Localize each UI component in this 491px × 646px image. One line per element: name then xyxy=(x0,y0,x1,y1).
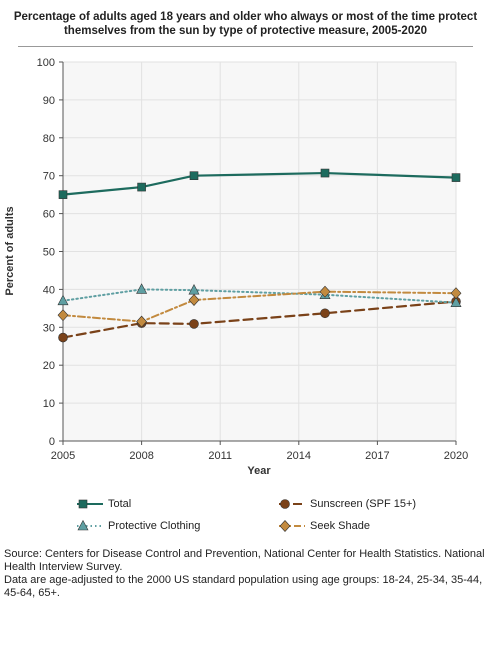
legend-swatch-total xyxy=(77,499,103,509)
data-point-protective-clothing xyxy=(136,283,148,294)
source-text: Source: Centers for Disease Control and … xyxy=(4,548,485,573)
legend-item-seek-shade: Seek Shade xyxy=(278,518,370,534)
legend-item-sunscreen: Sunscreen (SPF 15+) xyxy=(278,496,416,512)
legend-swatch-sunscreen xyxy=(279,499,305,509)
x-tick-label: 2011 xyxy=(208,450,232,462)
data-point-seek-shade xyxy=(57,309,69,322)
x-tick-label: 2008 xyxy=(129,450,153,462)
y-tick-label: 70 xyxy=(43,171,55,183)
data-point-total xyxy=(189,171,199,180)
y-tick-label: 40 xyxy=(43,284,55,296)
y-tick-label: 0 xyxy=(49,436,55,448)
y-tick-label: 20 xyxy=(43,360,55,372)
footnote-text: Data are age-adjusted to the 2000 US sta… xyxy=(4,574,483,599)
x-tick-label: 2014 xyxy=(287,450,311,462)
y-tick-label: 10 xyxy=(43,398,55,410)
data-point-total xyxy=(58,190,68,199)
data-point-total xyxy=(320,168,330,178)
data-point-seek-shade xyxy=(319,285,331,298)
y-tick-label: 100 xyxy=(37,57,55,69)
legend-item-total: Total xyxy=(76,496,131,512)
source-notes: Source: Centers for Disease Control and … xyxy=(4,548,488,600)
data-point-total xyxy=(451,173,461,182)
legend-marker xyxy=(280,499,290,509)
legend-label-total: Total xyxy=(108,498,132,510)
x-axis-title: Year xyxy=(247,465,271,477)
legend-label-protective-clothing: Protective Clothing xyxy=(108,520,201,532)
legend-item-protective-clothing: Protective Clothing xyxy=(76,518,200,534)
x-tick-label: 2020 xyxy=(444,450,468,462)
legend-marker xyxy=(78,499,88,509)
y-tick-label: 90 xyxy=(43,95,55,107)
legend-label-seek-shade: Seek Shade xyxy=(310,520,370,532)
chart-title: Percentage of adults aged 18 years and o… xyxy=(13,11,478,37)
data-point-sunscreen-spf-15 xyxy=(58,332,68,343)
y-tick-label: 80 xyxy=(43,133,55,145)
data-point-total xyxy=(137,182,146,192)
x-tick-label: 2005 xyxy=(51,450,75,462)
series-markers xyxy=(57,168,462,343)
legend-label-sunscreen: Sunscreen (SPF 15+) xyxy=(310,498,417,510)
legend-swatch-seek-shade xyxy=(279,520,305,532)
data-point-sunscreen-spf-15 xyxy=(320,308,330,319)
y-tick-label: 60 xyxy=(43,209,55,221)
y-axis-title: Percent of adults xyxy=(4,206,16,295)
y-axis-ticks: 0 10 20 30 40 50 60 70 80 90 100 xyxy=(37,57,63,448)
y-tick-label: 50 xyxy=(43,247,55,259)
data-point-seek-shade xyxy=(136,315,148,328)
legend-swatch-protective-clothing xyxy=(77,519,103,531)
data-point-seek-shade xyxy=(188,294,200,306)
data-point-seek-shade xyxy=(450,287,462,300)
legend-marker xyxy=(77,519,89,531)
y-tick-label: 30 xyxy=(43,322,55,334)
data-point-protective-clothing xyxy=(450,296,462,307)
x-axis-ticks: 2005 2008 2011 2014 2017 2020 xyxy=(51,441,468,462)
data-point-protective-clothing xyxy=(57,294,69,306)
legend-marker xyxy=(279,520,291,532)
data-point-sunscreen-spf-15 xyxy=(189,319,199,329)
title-divider xyxy=(18,46,473,47)
x-tick-label: 2017 xyxy=(365,450,389,462)
legend: Total Sunscreen (SPF 15+) Protective Clo… xyxy=(0,494,491,538)
